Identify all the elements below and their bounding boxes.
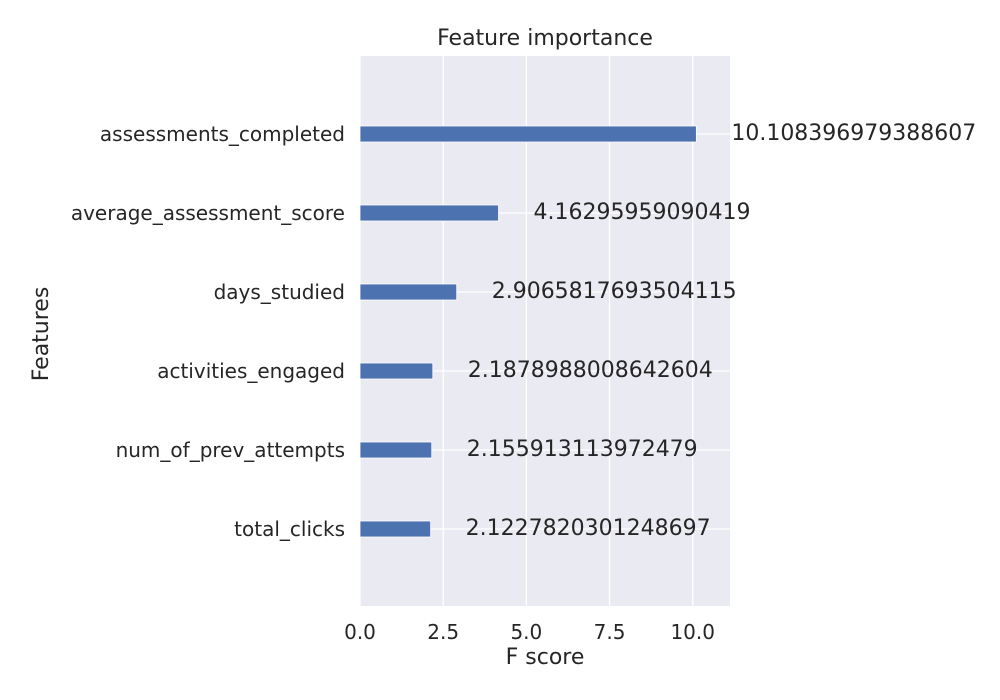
bar-average-assessment-score	[359, 204, 499, 222]
bar-total-clicks	[359, 520, 432, 538]
y-tick-labels: assessments_completed average_assessment_…	[71, 122, 345, 541]
y-tick-label: num_of_prev_attempts	[116, 438, 345, 462]
x-tick-label: 0.0	[344, 620, 376, 644]
value-label: 2.1227820301248697	[466, 516, 711, 541]
y-tick-label: days_studied	[214, 280, 345, 304]
value-label: 2.155913113972479	[467, 437, 698, 462]
value-label: 2.9065817693504115	[492, 279, 737, 304]
x-tick-label: 10.0	[670, 620, 715, 644]
bar-assessments-completed	[359, 125, 697, 143]
bar-num-of-prev-attempts	[359, 441, 433, 459]
bar-activities-engaged	[359, 362, 434, 380]
value-label: 4.16295959090419	[534, 200, 751, 225]
value-label: 10.108396979388607	[731, 121, 976, 146]
value-labels: 10.108396979388607 4.16295959090419 2.9065…	[466, 121, 977, 541]
y-tick-label: activities_engaged	[157, 359, 345, 383]
x-axis-label: F score	[506, 645, 585, 670]
chart-title: Feature importance	[437, 26, 653, 51]
x-tick-labels: 0.0 2.5 5.0 7.5 10.0	[344, 620, 715, 644]
y-tick-label: assessments_completed	[100, 122, 345, 146]
bar-days-studied	[359, 283, 458, 301]
x-tick-label: 5.0	[510, 620, 542, 644]
bars	[359, 125, 697, 538]
y-tick-label: total_clicks	[234, 517, 345, 541]
x-tick-label: 2.5	[427, 620, 459, 644]
x-tick-label: 7.5	[594, 620, 626, 644]
y-axis-label: Features	[29, 287, 54, 382]
value-label: 2.1878988008642604	[468, 358, 713, 383]
y-tick-label: average_assessment_score	[71, 201, 345, 225]
plot-area	[360, 56, 730, 606]
